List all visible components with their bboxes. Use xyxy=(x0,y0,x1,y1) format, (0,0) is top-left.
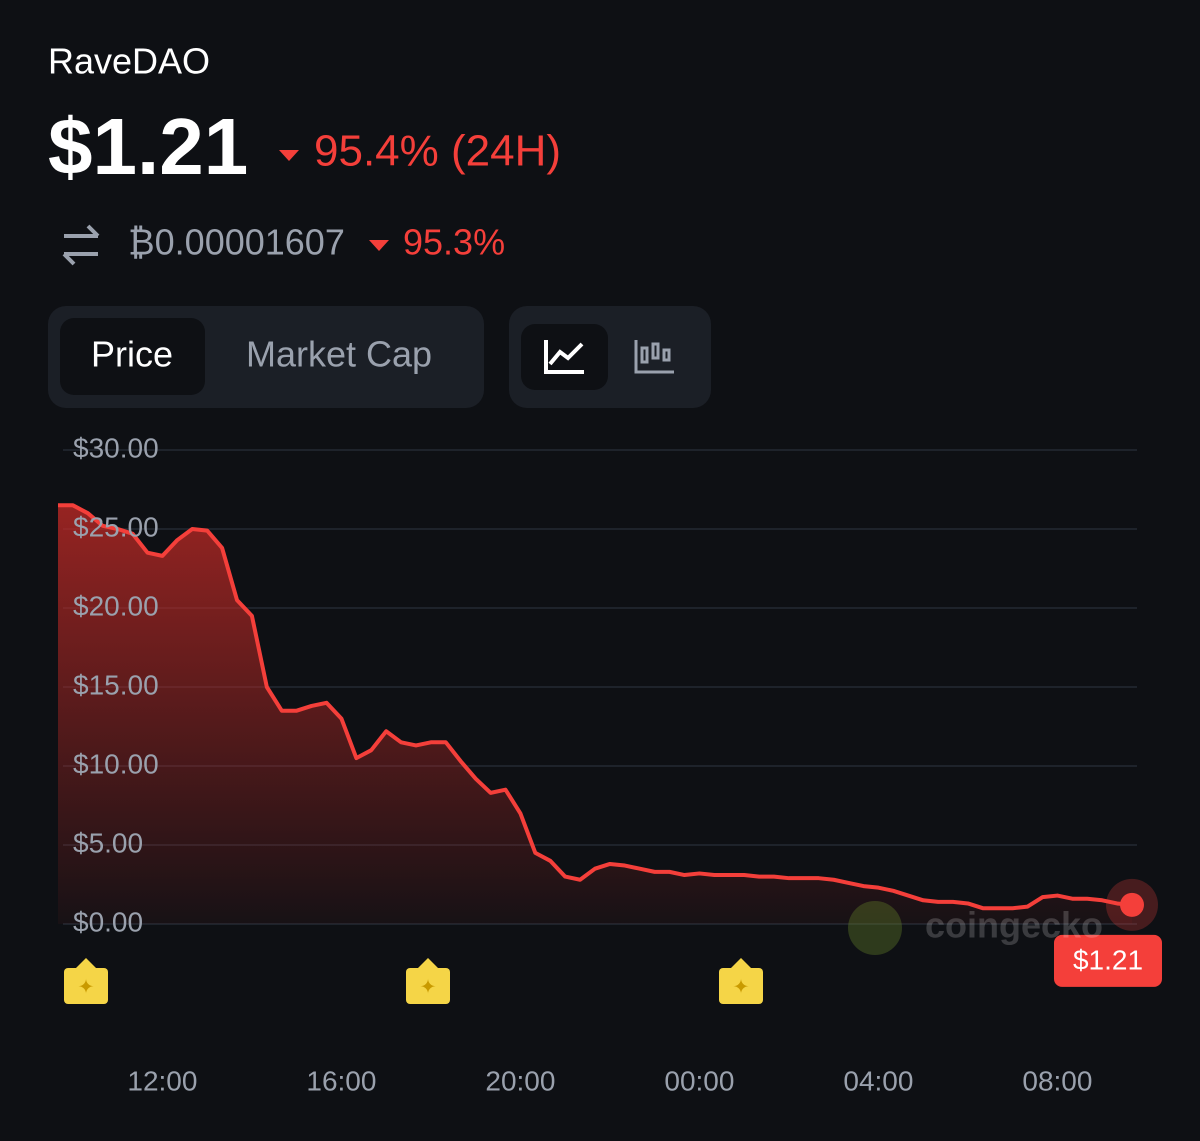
y-tick-label: $0.00 xyxy=(73,906,143,937)
watermark: coingecko xyxy=(925,905,1103,946)
last-price-badge xyxy=(1054,934,1162,987)
x-tick-label: 04:00 xyxy=(843,1065,913,1096)
x-tick-label: 16:00 xyxy=(306,1065,376,1096)
svg-text:✦: ✦ xyxy=(78,976,95,998)
x-tick-label: 08:00 xyxy=(1022,1065,1092,1096)
down-arrow xyxy=(279,150,299,161)
swap-icon xyxy=(62,224,100,266)
btc-price: ₿0.00001607 xyxy=(128,222,345,263)
x-tick-label: 12:00 xyxy=(127,1065,197,1096)
tab-price[interactable]: Price xyxy=(91,334,173,375)
down-arrow xyxy=(369,240,389,251)
tab-market-cap[interactable]: Market Cap xyxy=(246,334,432,375)
last-point xyxy=(1120,892,1144,917)
x-tick-label: 00:00 xyxy=(664,1065,734,1096)
candle-icon[interactable] xyxy=(634,340,674,374)
btc-change: 95.3% xyxy=(403,222,505,263)
price: $1.21 xyxy=(48,102,248,191)
price-change: 95.4% (24H) xyxy=(314,127,561,176)
svg-text:✦: ✦ xyxy=(733,976,750,998)
price-area xyxy=(58,505,1132,924)
y-tick-label: $30.00 xyxy=(73,432,159,463)
svg-text:✦: ✦ xyxy=(420,976,437,998)
watermark-logo xyxy=(848,901,902,955)
last-price-label: $1.21 xyxy=(1073,944,1143,975)
y-tick-label: $20.00 xyxy=(73,590,159,621)
y-tick-label: $25.00 xyxy=(73,511,159,542)
line-icon xyxy=(544,340,584,374)
coin-name: RaveDAO xyxy=(48,41,210,82)
tab-active[interactable] xyxy=(60,318,205,395)
y-tick-label: $5.00 xyxy=(73,827,143,858)
chart: 12:00 16:00 20:00 00:00 04:00 08:00 $1.21 $0.00… xyxy=(58,432,1162,1096)
y-tick-label: $15.00 xyxy=(73,669,159,700)
price-line xyxy=(58,503,1133,911)
y-tick-label: $10.00 xyxy=(73,748,159,779)
event-markers: ✦ ✦ ✦ xyxy=(64,958,763,1004)
x-tick-label: 20:00 xyxy=(485,1065,555,1096)
